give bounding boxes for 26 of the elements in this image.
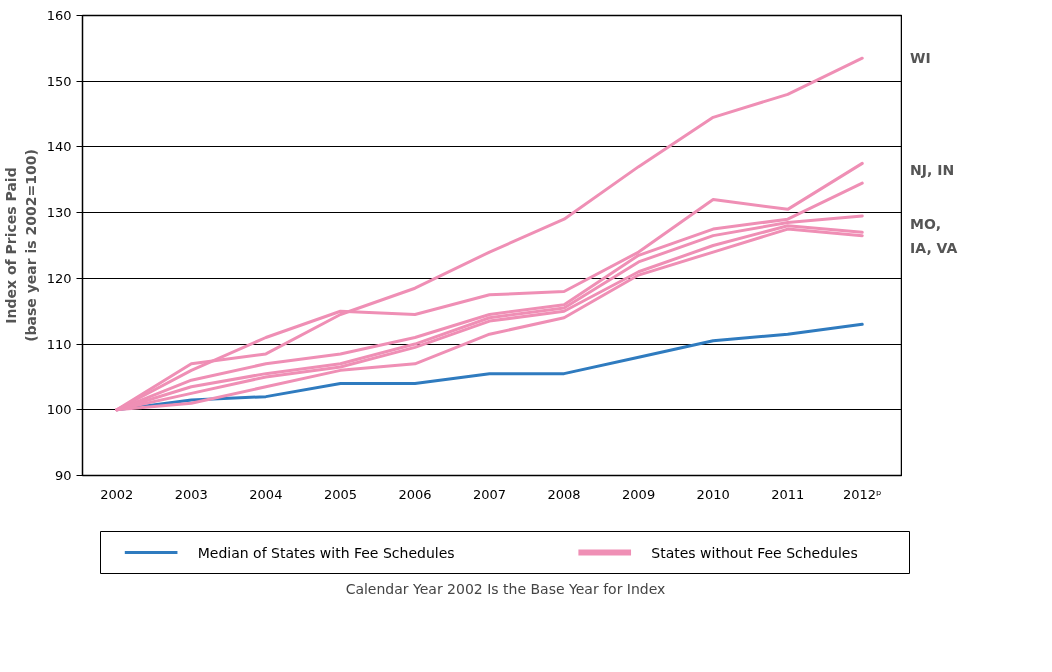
text: MO, IA, VA [910, 216, 958, 257]
x-tick-label: 2007 [472, 486, 507, 502]
y-tick-label: 100 [46, 402, 72, 418]
y-tick-label: 140 [46, 139, 72, 155]
legend-label: Median of States with Fee Schedules [197, 544, 455, 561]
text: Calendar Year 2002 Is the Base Year for Index [345, 580, 666, 597]
y-tick-label: 120 [46, 270, 72, 286]
y-axis-title: Index of Prices Paid (base year is 2002=100) [3, 149, 39, 342]
text: NJ, IN [910, 161, 955, 178]
x-tick-label: 2006 [398, 486, 432, 502]
x-tick-label: 2011 [771, 486, 805, 502]
y-tick-label: 110 [46, 336, 72, 352]
x-tick-label: 2009 [622, 486, 656, 502]
x-tick-label: 2005 [323, 486, 357, 502]
y-tick-label: 130 [46, 205, 72, 221]
y-tick-label: 90 [54, 468, 72, 483]
x-tick-label: 2008 [547, 486, 581, 502]
text: WI [910, 50, 931, 67]
x-tick-label: 2012ᵖ [842, 486, 882, 502]
y-tick-label: 150 [46, 73, 72, 89]
y-tick-label: 160 [46, 8, 72, 23]
x-tick-label: 2010 [696, 486, 730, 502]
legend-label: States without Fee Schedules [651, 544, 858, 561]
x-tick-label: 2003 [174, 486, 208, 502]
x-tick-label: 2002 [100, 486, 134, 502]
x-tick-label: 2004 [249, 486, 283, 502]
